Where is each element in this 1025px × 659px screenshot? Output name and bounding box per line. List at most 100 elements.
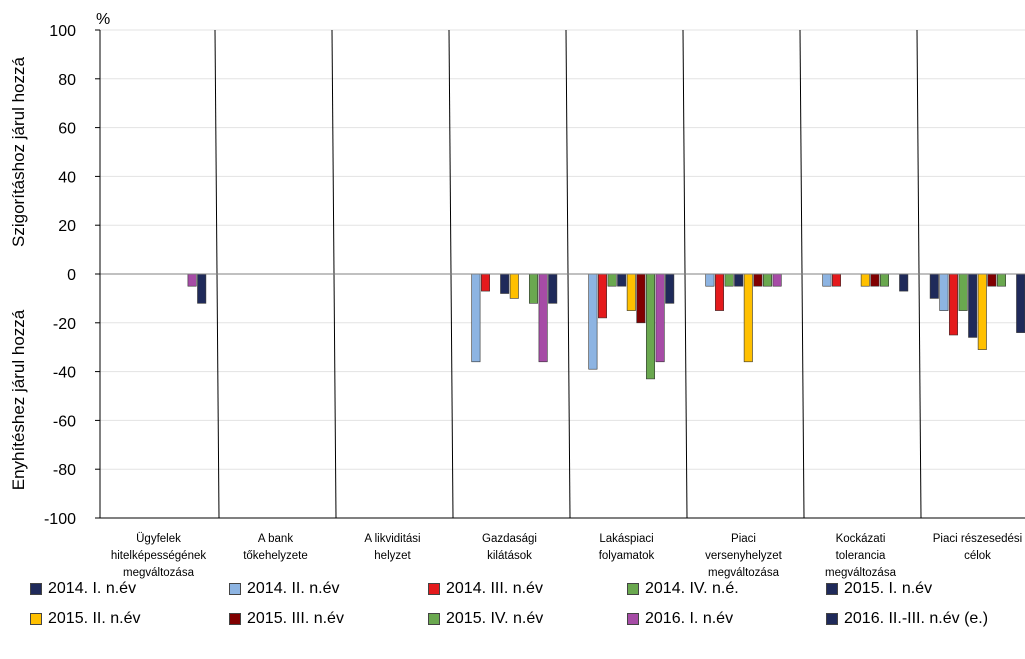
bar: [705, 273, 715, 287]
bar: [939, 273, 949, 311]
x-category-label: Piaci részesedési célok: [933, 533, 1022, 562]
legend-label: 2015. III. n.év: [247, 610, 344, 627]
x-category-label-line: Gazdasági: [482, 533, 537, 545]
bar: [762, 273, 772, 287]
legend-item: 2015. IV. n.év: [428, 608, 627, 630]
bar: [753, 273, 763, 287]
legend-label: 2015. IV. n.év: [446, 610, 544, 627]
x-category-label-line: A likviditási: [364, 533, 420, 545]
legend-item: 2016. II.-III. n.év (e.): [826, 608, 1025, 630]
y-tick-label: 100: [49, 23, 76, 40]
x-category-label-line: kilátások: [487, 550, 532, 562]
y-axis-label-lower: Enyhítéshez járul hozzá: [9, 309, 28, 490]
bar: [860, 273, 870, 287]
bar: [948, 273, 958, 336]
gridlines: [100, 29, 1025, 470]
x-category-labels: Ügyfelek hitelképességének megváltozása A b…: [111, 533, 1022, 579]
legend-item: 2014. III. n.év: [428, 578, 627, 600]
bar: [899, 273, 909, 292]
legend-label: 2014. III. n.év: [446, 580, 543, 597]
legend-label: 2016. II.-III. n.év (e.): [844, 610, 989, 627]
bar: [1016, 273, 1025, 333]
bar: [538, 273, 548, 363]
x-category-label-line: versenyhelyzet: [705, 550, 783, 562]
legend-item: 2015. III. n.év: [229, 608, 428, 630]
bar: [665, 273, 675, 304]
legend-label: 2014. I. n.év: [48, 580, 137, 597]
y-tick-label: -20: [53, 316, 76, 333]
bar: [987, 273, 997, 287]
x-category-label: A bank tőkehelyzete: [243, 533, 308, 562]
legend-swatch: [627, 583, 639, 595]
legend-item: 2015. II. n.év: [30, 608, 229, 630]
legend: 2014. I. n.év 2014. II. n.év 2014. III. n.…: [30, 578, 1025, 630]
bar: [822, 273, 832, 287]
bar: [724, 273, 734, 287]
legend-swatch: [428, 583, 440, 595]
y-axis-label-upper: Szigorításhoz járul hozzá: [9, 56, 28, 246]
legend-item: 2014. IV. n.é.: [627, 578, 826, 600]
bar: [528, 273, 538, 304]
bar: [500, 273, 510, 294]
legend-item: 2014. II. n.év: [229, 578, 428, 600]
x-category-label: Kockázati tolerancia megváltozása: [825, 533, 897, 579]
x-category-label-line: Kockázati: [836, 533, 886, 545]
x-category-label: Piaci versenyhelyzet megváltozása: [705, 533, 783, 579]
bar: [772, 273, 782, 287]
x-category-label-line: tolerancia: [836, 550, 886, 562]
legend-swatch: [229, 613, 241, 625]
bar: [831, 273, 841, 287]
bar: [743, 273, 753, 363]
x-category-label-line: hitelképességének: [111, 550, 207, 562]
x-category-label: Ügyfelek hitelképességének megváltozása: [111, 533, 207, 579]
x-category-label-line: megváltozása: [123, 567, 195, 579]
bar: [597, 273, 607, 319]
legend-swatch: [30, 583, 42, 595]
bar: [548, 273, 558, 304]
x-category-label-line: helyzet: [374, 550, 411, 562]
x-category-label-line: Ügyfelek: [136, 533, 181, 545]
bar: [968, 273, 978, 338]
legend-item: 2015. I. n.év: [826, 578, 1025, 600]
bar: [626, 273, 636, 311]
bar: [480, 273, 490, 292]
bar: [996, 273, 1006, 287]
x-category-label-line: célok: [964, 550, 991, 562]
legend-label: 2015. I. n.év: [844, 580, 933, 597]
x-category-label-line: Piaci részesedési: [933, 533, 1022, 545]
bar: [187, 273, 197, 287]
x-category-label: Lakáspiaci folyamatok: [599, 533, 655, 562]
bar: [509, 273, 519, 299]
bar: [197, 273, 207, 304]
legend-item: 2014. I. n.év: [30, 578, 229, 600]
y-unit-label: %: [96, 11, 110, 28]
x-category-label-line: megváltozása: [825, 567, 897, 579]
legend-swatch: [428, 613, 440, 625]
x-category-label: A likviditási helyzet: [364, 533, 420, 562]
bar: [977, 273, 987, 350]
legend-label: 2014. II. n.év: [247, 580, 340, 597]
bar: [655, 273, 665, 363]
bar: [734, 273, 744, 287]
y-tick-label: -100: [44, 511, 76, 528]
x-category-label-line: Piaci: [731, 533, 756, 545]
legend-label: 2015. II. n.év: [48, 610, 141, 627]
axes: [99, 30, 1025, 519]
bar: [714, 273, 724, 311]
y-tick-label: 60: [58, 121, 76, 138]
bar: [870, 273, 880, 287]
bar: [617, 273, 627, 287]
y-tick-labels: 100 80 60 40 20 0 -20 -40 -60 -80 -100: [44, 23, 100, 528]
legend-swatch: [229, 583, 241, 595]
x-category-label-line: A bank: [258, 533, 293, 545]
x-category-label-line: megváltozása: [708, 567, 780, 579]
bar: [471, 273, 481, 363]
x-category-label: Gazdasági kilátások: [482, 533, 537, 562]
legend-item: 2016. I. n.év: [627, 608, 826, 630]
y-tick-label: 20: [58, 218, 76, 235]
bar: [929, 273, 939, 299]
legend-swatch: [826, 583, 838, 595]
bar: [607, 273, 617, 287]
bar: [879, 273, 889, 287]
